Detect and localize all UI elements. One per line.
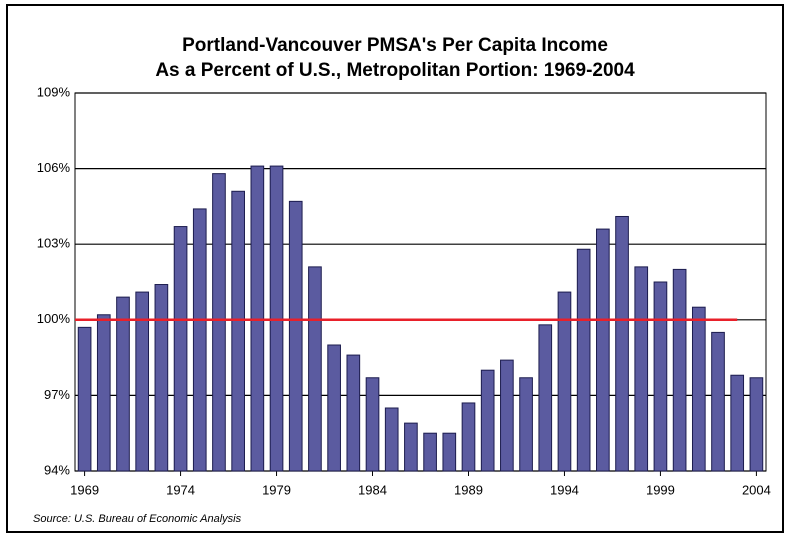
bar [576,248,591,472]
bar [250,165,265,472]
bar [730,374,745,472]
bar [116,296,130,472]
bar [653,281,668,472]
y-tick-label: 97% [44,387,70,402]
bar [96,314,111,472]
bar [135,291,150,472]
bar [384,407,399,472]
chart-title: As a Percent of U.S., Metropolitan Porti… [155,60,635,81]
bar [231,190,245,472]
bar [557,291,572,472]
bar [500,359,514,472]
plot-area [74,92,767,472]
y-tick-label: 94% [44,462,70,477]
bar [519,377,533,472]
bar [711,331,725,472]
bar [615,215,629,472]
x-tick-label: 1994 [550,482,579,497]
y-tick-label: 100% [37,311,71,326]
x-tick-label: 1984 [358,482,387,497]
x-tick-label: 1999 [646,482,675,497]
bar [634,266,649,472]
chart-title: Portland-Vancouver PMSA's Per Capita Inc… [182,35,608,56]
bar [538,324,553,472]
bar [77,326,92,472]
source-note: Source: U.S. Bureau of Economic Analysis [33,513,242,525]
bar [154,284,169,472]
bar [461,402,476,472]
bar [442,432,457,472]
x-tick-label: 1979 [262,482,291,497]
y-tick-label: 109% [37,84,71,99]
bar [672,268,687,472]
bar [749,377,764,472]
x-tick-label: 1974 [166,482,195,497]
bar [480,369,495,472]
bar [691,306,706,472]
bar [346,354,361,472]
bar [173,226,188,472]
bar [327,344,341,472]
bar [596,228,610,472]
x-tick-label: 1969 [70,482,99,497]
bar [308,266,322,472]
bar [212,173,226,472]
bar [288,200,303,472]
y-tick-label: 106% [37,160,71,175]
bar [365,377,380,472]
bar [269,165,284,472]
x-tick-label: 1989 [454,482,483,497]
bar [192,208,207,472]
x-tick-label: 2004 [742,482,771,497]
bar [404,422,418,472]
y-tick-label: 103% [37,236,71,251]
bar [423,432,437,472]
